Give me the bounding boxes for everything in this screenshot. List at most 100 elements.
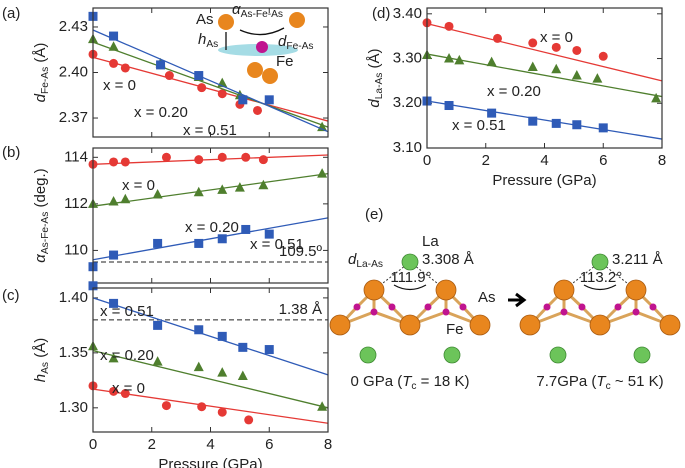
data-point bbox=[217, 234, 227, 244]
data-point bbox=[120, 193, 131, 204]
as-atom bbox=[435, 279, 457, 301]
reference-label: 1.38 Å bbox=[279, 301, 322, 318]
data-point bbox=[551, 118, 561, 128]
data-point bbox=[197, 402, 207, 412]
data-point bbox=[244, 415, 254, 425]
y-tick-label: 1.35 bbox=[59, 344, 88, 361]
data-point bbox=[164, 71, 174, 81]
y-tick-label: 3.30 bbox=[393, 50, 422, 67]
symbol-label: αAs-Fe-As bbox=[232, 1, 283, 20]
y-axis-label: hAs (Å) bbox=[32, 338, 51, 382]
data-point bbox=[88, 281, 98, 291]
data-point bbox=[651, 92, 662, 103]
as-label: As bbox=[196, 11, 214, 28]
data-point bbox=[527, 61, 538, 72]
unit: (deg.) bbox=[32, 168, 49, 211]
data-point bbox=[258, 155, 268, 165]
data-point bbox=[161, 401, 171, 411]
data-point bbox=[217, 331, 227, 341]
data-point bbox=[153, 320, 163, 330]
fe-atom bbox=[459, 303, 467, 311]
data-point bbox=[194, 238, 204, 248]
data-point bbox=[234, 182, 245, 192]
x-tick-label: 6 bbox=[265, 436, 273, 453]
data-point bbox=[241, 152, 251, 162]
as-atom bbox=[363, 279, 385, 301]
data-point bbox=[152, 356, 163, 366]
fit-line bbox=[426, 23, 663, 82]
data-point bbox=[108, 196, 119, 206]
data-point bbox=[493, 33, 502, 43]
as-atom bbox=[262, 68, 278, 84]
data-point bbox=[238, 95, 248, 105]
data-point bbox=[551, 63, 562, 74]
fit-line bbox=[92, 29, 329, 133]
data-point bbox=[197, 83, 207, 93]
fit-line bbox=[92, 350, 329, 409]
y-tick-label: 110 bbox=[64, 241, 88, 258]
data-point bbox=[109, 157, 119, 167]
caption: 7.7GPa (Tc ~ 51 K) bbox=[536, 373, 663, 392]
x-tick-label: 4 bbox=[206, 436, 214, 453]
data-point bbox=[528, 38, 538, 48]
unit: (Å) bbox=[32, 338, 49, 362]
x-tick-label: 6 bbox=[599, 152, 607, 169]
as-label: As bbox=[478, 289, 496, 306]
data-point bbox=[161, 152, 171, 162]
angle-arc bbox=[583, 284, 617, 291]
fit-line bbox=[426, 53, 663, 98]
data-point bbox=[264, 95, 274, 105]
data-point bbox=[592, 73, 603, 83]
as-atom bbox=[247, 62, 263, 78]
x-tick-label: 2 bbox=[148, 436, 156, 453]
data-point bbox=[120, 157, 130, 167]
fe-atom bbox=[388, 303, 396, 311]
y-tick-label: 2.43 bbox=[59, 18, 88, 35]
data-point bbox=[108, 41, 119, 51]
data-point bbox=[528, 116, 538, 126]
arrow bbox=[508, 292, 527, 308]
as-atom bbox=[519, 314, 541, 336]
data-point bbox=[317, 168, 328, 178]
angle-arc bbox=[239, 27, 285, 36]
data-point bbox=[454, 54, 465, 65]
la-atom bbox=[633, 346, 651, 364]
series-label: x = 0.20 bbox=[185, 219, 239, 236]
fe-atom bbox=[614, 303, 622, 311]
data-point bbox=[598, 123, 608, 133]
series-label: x = 0.51 bbox=[452, 117, 506, 134]
data-point bbox=[193, 361, 204, 372]
y-tick-label: 3.10 bbox=[393, 139, 422, 156]
series-label: x = 0.51 bbox=[250, 236, 304, 253]
fit-line bbox=[92, 388, 329, 424]
fit-line bbox=[92, 217, 329, 261]
symbol: d bbox=[32, 93, 49, 102]
y-tick-label: 2.40 bbox=[59, 63, 88, 80]
subscript: Fe-As bbox=[286, 41, 313, 52]
data-point bbox=[253, 105, 262, 115]
data-point bbox=[258, 179, 269, 190]
as-atom bbox=[218, 14, 234, 30]
la-atom bbox=[549, 346, 567, 364]
data-point bbox=[571, 70, 582, 80]
x-tick-label: 8 bbox=[324, 436, 332, 453]
distance-label: 3.308 Å bbox=[422, 251, 474, 268]
fit-line bbox=[92, 172, 329, 207]
y-tick-label: 1.30 bbox=[59, 399, 88, 416]
fit-line bbox=[92, 56, 329, 122]
y-axis-label: dLa-As (Å) bbox=[366, 48, 385, 107]
as-atom bbox=[589, 314, 611, 336]
data-point bbox=[317, 401, 328, 411]
data-point bbox=[264, 345, 274, 355]
plot-frame bbox=[92, 147, 329, 284]
data-point bbox=[109, 31, 119, 41]
data-point bbox=[217, 184, 228, 194]
data-point bbox=[194, 155, 204, 165]
y-tick-label: 3.40 bbox=[393, 5, 422, 22]
reference-label: 109.5º bbox=[279, 243, 323, 260]
series-label: x = 0.20 bbox=[134, 104, 188, 121]
panel-label: (c) bbox=[2, 287, 20, 304]
symbol-label: dFe-As bbox=[278, 33, 314, 52]
la-atom bbox=[591, 253, 609, 271]
angle-arc bbox=[393, 284, 427, 291]
